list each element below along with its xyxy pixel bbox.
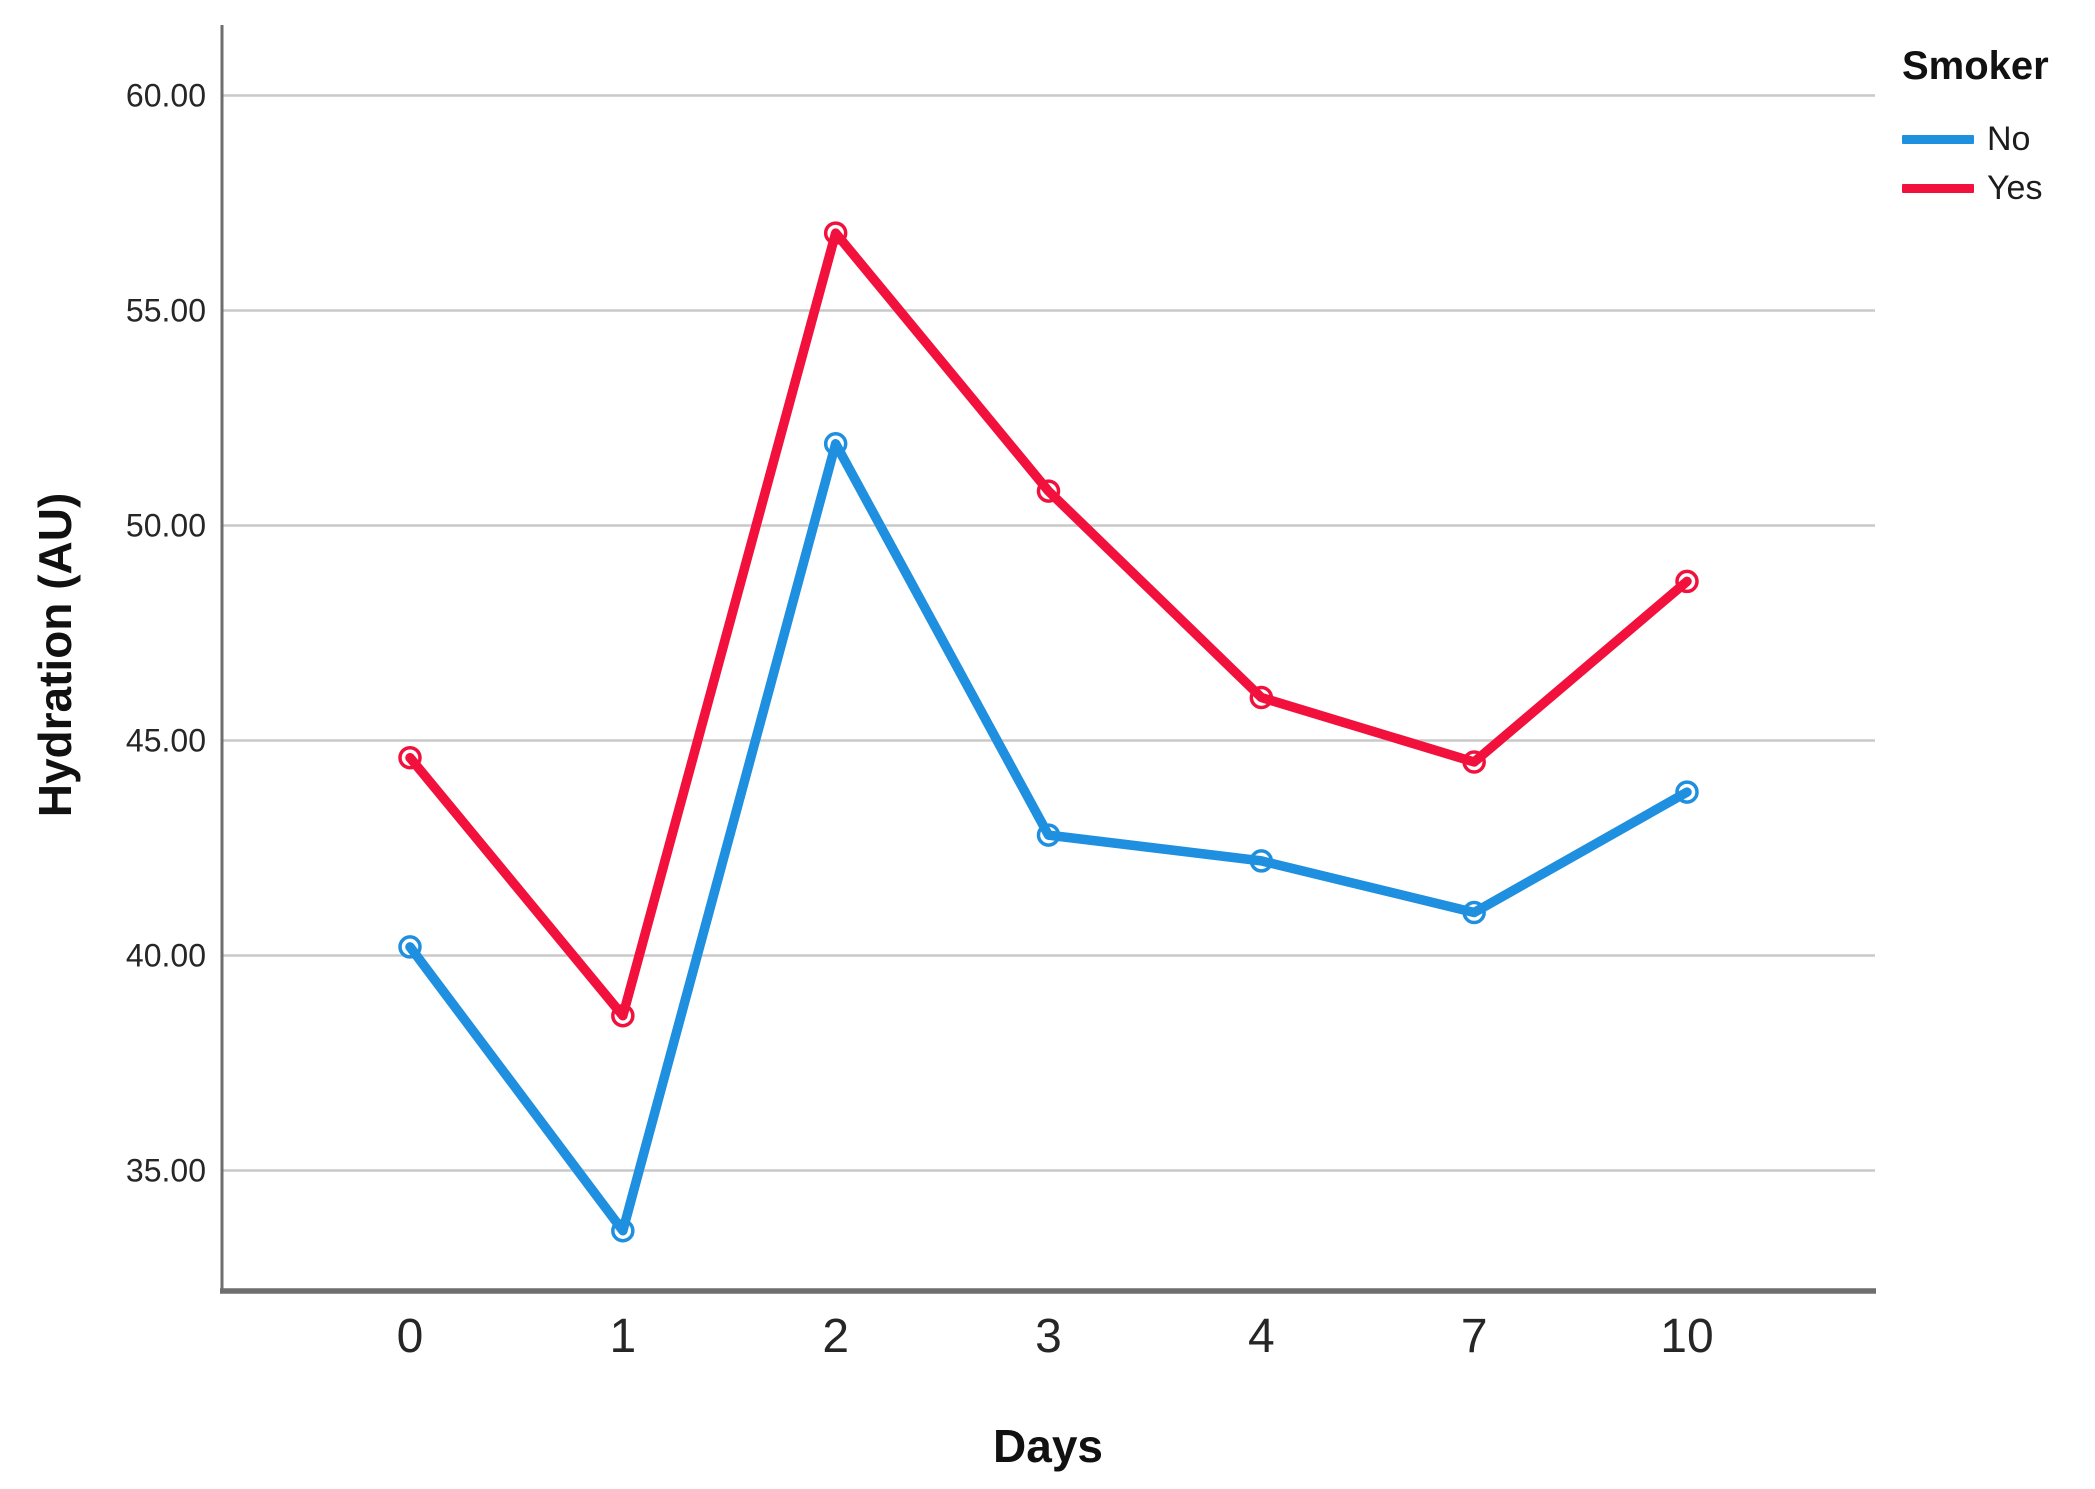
x-tick-label-4: 4 [1248, 1310, 1275, 1363]
x-tick-label-0: 0 [397, 1310, 424, 1363]
y-tick-label: 35.00 [126, 1153, 206, 1189]
series-yes [398, 221, 1699, 1028]
legend-label-no: No [1987, 120, 2031, 158]
y-axis-title: Hydration (AU) [29, 492, 81, 818]
legend-label-yes: Yes [1987, 169, 2043, 207]
x-tick-label-10: 10 [1660, 1310, 1713, 1363]
y-tick-label: 60.00 [126, 78, 206, 114]
series-line-no [405, 439, 1692, 1236]
legend: Smoker No Yes [1902, 44, 2049, 213]
legend-item-no: No [1902, 115, 2049, 164]
series-line-yes [405, 228, 1692, 1021]
legend-swatch-no-line [1902, 135, 1974, 144]
y-tick-label: 40.00 [126, 938, 206, 974]
legend-item-yes: Yes [1902, 164, 2049, 213]
x-tick-label-2: 2 [822, 1310, 849, 1363]
y-tick-label: 45.00 [126, 723, 206, 759]
y-tick-label: 55.00 [126, 293, 206, 329]
legend-title: Smoker [1902, 44, 2049, 88]
x-tick-label-3: 3 [1035, 1310, 1062, 1363]
x-axis-title: Days [993, 1420, 1103, 1472]
x-tick-label-1: 1 [609, 1310, 636, 1363]
y-tick-label: 50.00 [126, 508, 206, 544]
series-no [398, 432, 1699, 1243]
x-tick-label-7: 7 [1461, 1310, 1488, 1363]
legend-swatch-yes-line [1902, 184, 1974, 193]
